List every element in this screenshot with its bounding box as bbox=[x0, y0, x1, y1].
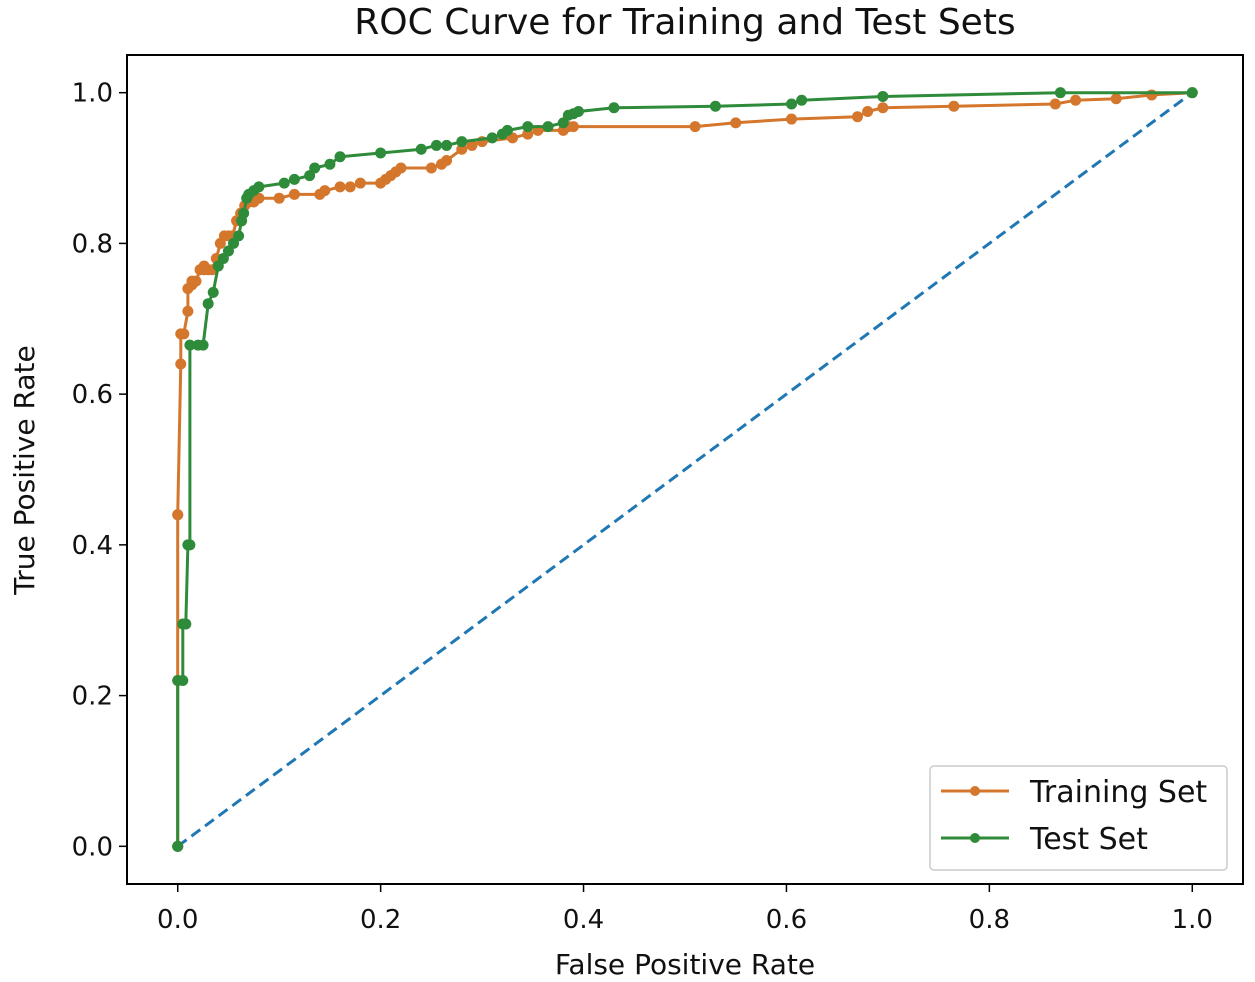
data-point-training-set bbox=[522, 128, 534, 140]
data-point-training-set bbox=[354, 177, 366, 189]
data-point-training-set bbox=[1049, 98, 1061, 110]
y-tick-label: 0.4 bbox=[72, 531, 113, 561]
legend: Training Set Test Set bbox=[929, 765, 1228, 871]
y-tick-label: 0.2 bbox=[72, 682, 113, 712]
data-point-training-set bbox=[178, 328, 190, 340]
data-point-test-set bbox=[184, 539, 196, 551]
data-point-test-set bbox=[309, 162, 321, 174]
x-tick-label: 0.2 bbox=[360, 905, 401, 935]
y-tick-label: 0.6 bbox=[72, 380, 113, 410]
data-point-training-set bbox=[182, 305, 194, 317]
data-point-test-set bbox=[572, 106, 584, 118]
data-point-test-set bbox=[288, 173, 300, 185]
data-point-test-set bbox=[197, 339, 209, 351]
data-point-test-set bbox=[522, 121, 534, 133]
x-axis-ticks: 0.0 0.2 0.4 0.6 0.8 1.0 bbox=[157, 884, 1213, 935]
x-tick-label: 0.8 bbox=[969, 905, 1010, 935]
data-point-test-set bbox=[202, 298, 214, 310]
data-point-training-set bbox=[172, 509, 184, 521]
data-point-training-set bbox=[851, 111, 863, 123]
data-point-test-set bbox=[441, 139, 453, 151]
data-point-training-set bbox=[786, 113, 798, 125]
data-point-test-set bbox=[233, 230, 245, 242]
y-axis-ticks: 0.0 0.2 0.4 0.6 0.8 1.0 bbox=[72, 79, 127, 862]
data-point-test-set bbox=[324, 158, 336, 170]
data-point-test-set bbox=[238, 207, 250, 219]
data-point-training-set bbox=[456, 143, 468, 155]
data-point-training-set bbox=[1146, 89, 1158, 101]
x-tick-label: 1.0 bbox=[1172, 905, 1213, 935]
data-point-test-set bbox=[172, 840, 184, 852]
data-point-training-set bbox=[288, 188, 300, 200]
data-point-training-set bbox=[862, 106, 874, 118]
y-tick-label: 0.0 bbox=[72, 832, 113, 862]
chart-title: ROC Curve for Training and Test Sets bbox=[354, 2, 1015, 43]
data-point-test-set bbox=[375, 147, 387, 159]
x-tick-label: 0.4 bbox=[563, 905, 604, 935]
data-point-training-set bbox=[334, 181, 346, 193]
data-point-test-set bbox=[415, 143, 427, 155]
data-point-training-set bbox=[395, 162, 407, 174]
data-point-training-set bbox=[730, 117, 742, 129]
y-tick-label: 0.8 bbox=[72, 229, 113, 259]
legend-swatch-test-marker bbox=[970, 833, 980, 843]
x-tick-label: 0.6 bbox=[766, 905, 807, 935]
data-point-test-set bbox=[796, 94, 808, 106]
data-point-test-set bbox=[456, 136, 468, 148]
data-point-test-set bbox=[177, 675, 189, 687]
x-axis-label: False Positive Rate bbox=[555, 948, 815, 981]
data-point-test-set bbox=[430, 139, 442, 151]
data-point-training-set bbox=[190, 275, 202, 287]
data-point-training-set bbox=[175, 358, 187, 370]
y-tick-label: 1.0 bbox=[72, 79, 113, 109]
data-point-training-set bbox=[466, 139, 478, 151]
plot-frame bbox=[126, 54, 1244, 885]
x-tick-label: 0.0 bbox=[157, 905, 198, 935]
data-point-test-set bbox=[608, 102, 620, 114]
y-axis-label: True Positive Rate bbox=[8, 345, 41, 595]
data-point-training-set bbox=[1110, 93, 1122, 105]
legend-label-training: Training Set bbox=[1029, 775, 1207, 810]
data-point-test-set bbox=[207, 286, 219, 298]
data-point-training-set bbox=[567, 121, 579, 133]
data-point-training-set bbox=[877, 102, 889, 114]
data-point-test-set bbox=[180, 618, 192, 630]
data-point-training-set bbox=[344, 181, 356, 193]
data-point-test-set bbox=[253, 181, 265, 193]
chance-diagonal-line bbox=[176, 91, 1194, 848]
data-point-test-set bbox=[1054, 87, 1066, 99]
data-point-training-set bbox=[1070, 94, 1082, 106]
data-point-test-set bbox=[334, 151, 346, 163]
data-point-training-set bbox=[689, 121, 701, 133]
data-point-test-set bbox=[877, 90, 889, 102]
data-point-test-set bbox=[278, 177, 290, 189]
data-point-test-set bbox=[542, 121, 554, 133]
data-point-training-set bbox=[948, 100, 960, 112]
data-point-test-set bbox=[486, 132, 498, 144]
data-point-test-set bbox=[709, 100, 721, 112]
data-point-training-set bbox=[319, 185, 331, 197]
data-point-test-set bbox=[786, 98, 798, 110]
legend-swatch-training-marker bbox=[970, 786, 980, 796]
data-point-training-set bbox=[441, 155, 453, 167]
plot-area bbox=[172, 87, 1198, 852]
data-point-training-set bbox=[425, 162, 437, 174]
data-point-test-set bbox=[1186, 87, 1198, 99]
data-point-test-set bbox=[184, 339, 196, 351]
data-point-training-set bbox=[273, 192, 285, 204]
data-point-test-set bbox=[501, 124, 513, 136]
legend-label-test: Test Set bbox=[1029, 822, 1148, 857]
